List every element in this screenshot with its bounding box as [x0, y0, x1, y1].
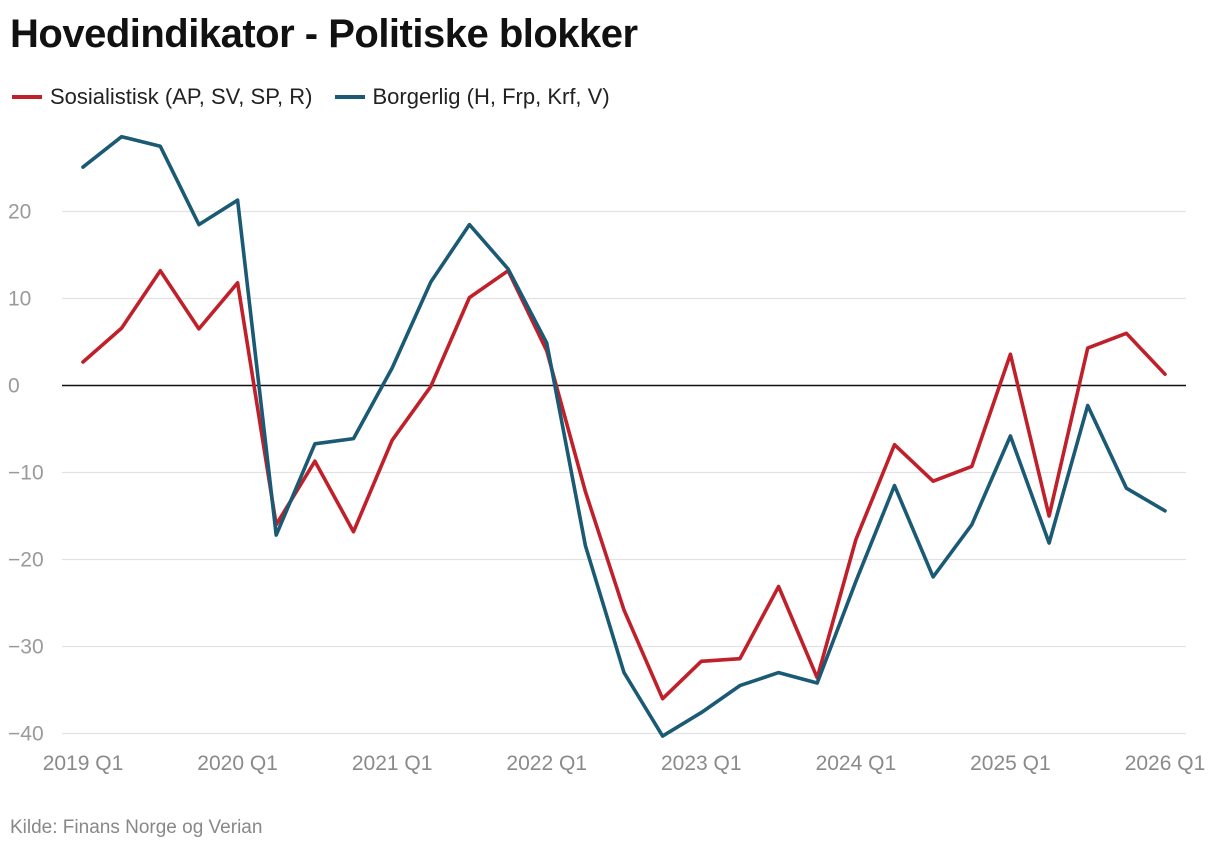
- series-line-borgerlig: [81, 134, 1167, 738]
- legend-label-sosialistisk: Sosialistisk (AP, SV, SP, R): [50, 84, 313, 109]
- legend-swatch-sosialistisk: [12, 95, 42, 99]
- x-tick-label: 2025 Q1: [970, 752, 1051, 775]
- chart-title: Hovedindikator - Politiske blokker: [10, 12, 638, 56]
- legend-swatch-borgerlig: [334, 95, 365, 99]
- source-note: Kilde: Finans Norge og Verian: [10, 817, 263, 838]
- x-tick-label: 2022 Q1: [506, 752, 587, 775]
- x-tick-label: 2026 Q1: [1125, 752, 1206, 775]
- chart-legend: Sosialistisk (AP, SV, SP, R) Borgerlig (…: [12, 84, 610, 110]
- y-tick-label: −40: [8, 723, 44, 746]
- y-tick-label: 0: [8, 375, 20, 398]
- y-tick-label: −20: [8, 549, 44, 572]
- x-tick-label: 2019 Q1: [43, 752, 124, 775]
- x-tick-label: 2024 Q1: [816, 752, 897, 775]
- legend-item-sosialistisk: Sosialistisk (AP, SV, SP, R): [12, 84, 313, 110]
- x-tick-label: 2020 Q1: [197, 752, 278, 775]
- y-tick-label: 10: [8, 288, 31, 311]
- x-tick-label: 2023 Q1: [661, 752, 742, 775]
- series-line-sosialistisk: [81, 268, 1167, 701]
- x-tick-label: 2021 Q1: [352, 752, 433, 775]
- y-tick-label: −30: [8, 636, 44, 659]
- legend-item-borgerlig: Borgerlig (H, Frp, Krf, V): [334, 84, 610, 110]
- legend-label-borgerlig: Borgerlig (H, Frp, Krf, V): [372, 84, 610, 109]
- y-tick-label: 20: [8, 201, 31, 224]
- y-tick-label: −10: [8, 462, 44, 485]
